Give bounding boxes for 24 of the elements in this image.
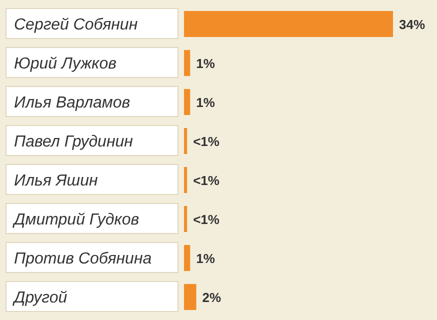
data-label: 1% (196, 56, 216, 71)
y-tick-label: Дмитрий Гудков (12, 212, 140, 228)
bar (184, 89, 190, 115)
data-label: 2% (202, 290, 222, 305)
data-label: 1% (196, 95, 216, 110)
data-label: <1% (193, 173, 220, 188)
bar (184, 206, 188, 232)
y-tick-label: Сергей Собянин (14, 16, 138, 34)
data-label: <1% (193, 212, 220, 227)
bar (184, 50, 190, 76)
data-label: 1% (196, 251, 216, 266)
bar (184, 128, 188, 154)
y-tick-label: Другой (12, 290, 68, 306)
bar (184, 167, 188, 193)
data-label: <1% (193, 134, 220, 149)
y-tick-label: Против Собянина (14, 250, 152, 268)
y-tick-label: Илья Варламов (14, 94, 130, 112)
data-label: 34% (399, 17, 426, 32)
bar (184, 11, 393, 37)
bar (184, 284, 196, 310)
y-tick-label: Илья Яшин (14, 172, 98, 190)
y-tick-label: Юрий Лужков (14, 56, 116, 72)
y-tick-label: Павел Грудинин (14, 134, 134, 150)
bar (184, 245, 190, 271)
